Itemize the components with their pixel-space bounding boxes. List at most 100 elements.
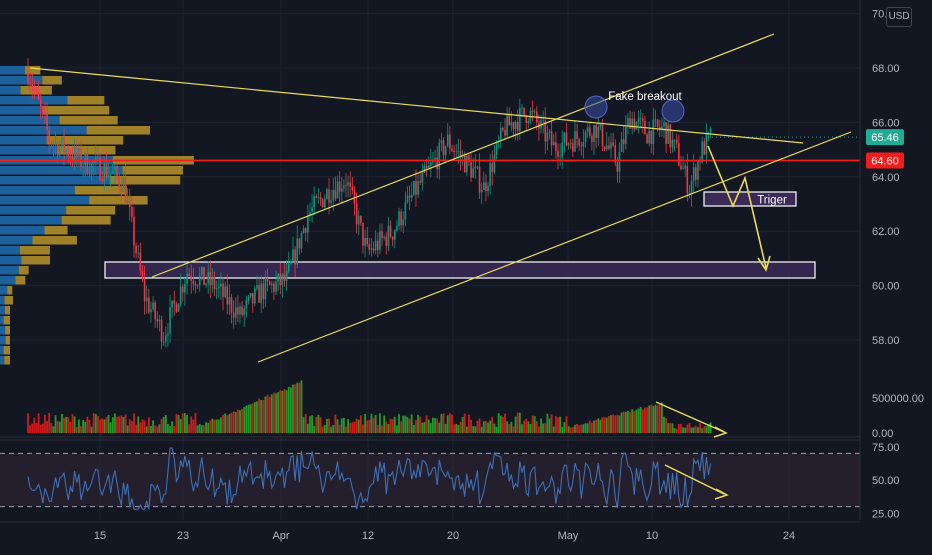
candle-body <box>372 248 375 251</box>
volume-bar <box>538 426 540 433</box>
volume-bar <box>137 416 140 433</box>
candle-body <box>228 297 231 305</box>
volume-bar <box>644 407 646 433</box>
volume-bar <box>298 382 301 433</box>
candle-body <box>620 139 623 153</box>
candle-body <box>319 197 322 200</box>
candle-body <box>425 165 428 168</box>
volume-bar <box>353 421 356 433</box>
candle-body <box>184 283 186 293</box>
volume-bar <box>637 408 640 433</box>
volume-bar <box>347 418 350 433</box>
volume-bar <box>641 409 644 433</box>
candle-body <box>393 230 396 240</box>
profile-bar-up <box>0 236 33 245</box>
candle-body <box>97 156 99 158</box>
volume-bar <box>588 420 591 433</box>
volume-bar <box>304 414 307 433</box>
volume-bar <box>429 423 432 433</box>
currency-badge[interactable]: USD <box>886 7 912 27</box>
volume-bar <box>548 418 551 433</box>
candle-body <box>336 181 339 199</box>
candle-body <box>444 146 447 156</box>
volume-bar <box>652 406 655 433</box>
volume-bar <box>582 424 585 433</box>
volume-bar <box>80 426 82 433</box>
level-price-badge <box>866 152 904 169</box>
volume-bar <box>228 414 231 433</box>
candle-body <box>648 130 650 144</box>
volume-bar <box>183 413 186 433</box>
candle-body <box>330 200 332 203</box>
candle-body <box>218 286 220 289</box>
candle-body <box>567 143 570 146</box>
candle-body <box>697 161 699 180</box>
volume-bar <box>224 413 227 433</box>
candle-body <box>283 274 286 282</box>
volume-bar <box>198 424 201 433</box>
volume-bar <box>317 414 320 433</box>
volume-bar <box>101 418 104 433</box>
candle-body <box>576 131 578 140</box>
candle-body <box>695 167 697 180</box>
candle-body <box>601 124 604 147</box>
volume-bar <box>99 419 101 433</box>
volume-bar <box>451 414 453 433</box>
time-tick-label: 10 <box>646 530 658 542</box>
volume-bar <box>77 419 80 433</box>
candle-body <box>362 222 364 246</box>
candle-body <box>470 162 472 178</box>
candle-body <box>56 141 59 156</box>
candle-body <box>370 248 373 250</box>
candle-body <box>669 124 672 148</box>
volume-bar <box>559 416 562 433</box>
volume-bar <box>508 424 511 433</box>
volume-bar <box>690 427 693 433</box>
volume-bar <box>94 414 97 433</box>
volume-bar <box>680 423 682 433</box>
volume-bar <box>268 396 271 433</box>
profile-bar-down <box>21 256 51 265</box>
volume-bar <box>521 424 523 433</box>
volume-bar <box>283 389 286 433</box>
profile-bar-down <box>89 196 148 205</box>
volume-bar <box>194 412 197 433</box>
candle-body <box>459 150 462 158</box>
candle-body <box>610 142 612 149</box>
candle-body <box>61 137 63 146</box>
volume-bar <box>667 423 670 433</box>
candle-body <box>88 173 91 175</box>
price-tick-label: 68.00 <box>872 63 900 75</box>
candle-body <box>605 145 608 150</box>
candle-body <box>71 157 74 162</box>
candle-body <box>525 115 527 124</box>
candle-body <box>343 185 345 189</box>
candle-body <box>234 307 237 318</box>
candle-body <box>686 165 689 194</box>
volume-bar <box>468 414 470 433</box>
candle-body <box>42 107 44 111</box>
candle-body <box>635 122 638 130</box>
candle-body <box>207 272 209 284</box>
candle-body <box>589 127 591 136</box>
profile-bar-up <box>0 206 67 215</box>
volume-bar <box>565 416 568 433</box>
candle-body <box>355 203 358 225</box>
volume-bar <box>31 423 34 433</box>
candle-body <box>351 186 354 191</box>
profile-bar-down <box>42 76 62 85</box>
candle-body <box>52 143 55 145</box>
candle-body <box>472 168 474 178</box>
candle-body <box>650 130 653 145</box>
candle-body <box>243 308 246 315</box>
volume-bar <box>270 394 273 433</box>
candle-body <box>277 273 279 282</box>
candle-body <box>33 88 36 91</box>
profile-bar-up <box>0 336 6 345</box>
volume-bar <box>552 426 555 433</box>
volume-bar <box>88 419 91 433</box>
candle-body <box>406 195 409 203</box>
price-tick-label: 62.00 <box>872 226 900 238</box>
